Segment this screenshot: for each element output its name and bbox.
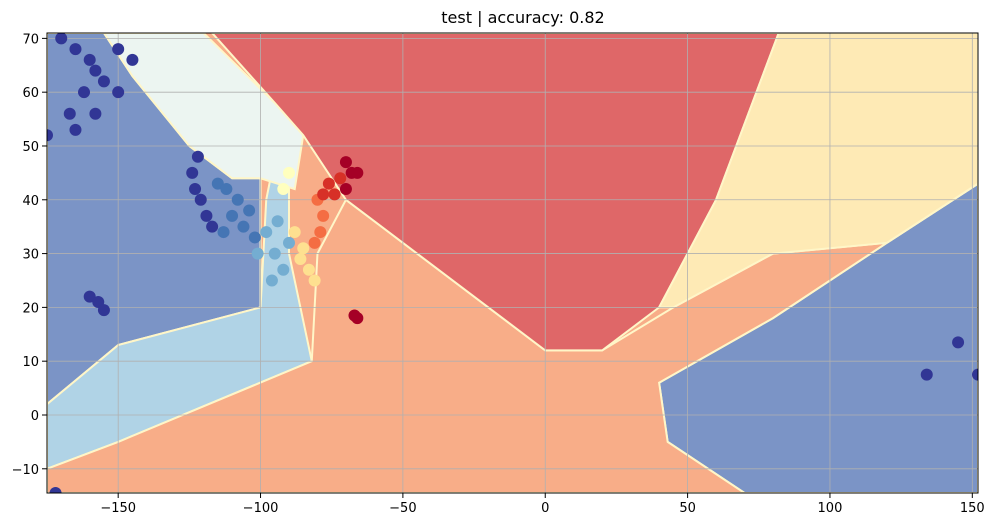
- point-c1-3: [226, 209, 239, 222]
- point-c10-0: [339, 156, 352, 169]
- x-tick-label-150: 150: [960, 501, 985, 516]
- region-c4-3: [102, 33, 305, 191]
- point-c9-1: [334, 172, 347, 185]
- point-c2-5: [271, 215, 284, 228]
- point-c1-7: [217, 226, 230, 239]
- y-tick-label-10: 10: [22, 355, 39, 370]
- point-c2-2: [277, 263, 290, 276]
- x-tick-label-0: 0: [541, 501, 549, 516]
- point-c9-3: [328, 188, 341, 201]
- point-c0-18: [189, 183, 202, 196]
- point-c0-2: [83, 53, 96, 66]
- point-c8-3: [308, 236, 321, 249]
- x-tick-label--100: −100: [243, 501, 279, 516]
- x-tick-label-50: 50: [679, 501, 696, 516]
- point-c2-0: [260, 226, 273, 239]
- point-c9-0: [322, 177, 335, 190]
- point-c0-4: [97, 75, 110, 88]
- x-axis: −150 −100 −50 0 50 100 150: [100, 493, 985, 516]
- point-c0-13: [83, 290, 96, 303]
- point-c0-24: [972, 368, 978, 381]
- y-axis: −10 0 10 20 30 40 50 60 70: [12, 32, 47, 478]
- point-c0-20: [200, 209, 213, 222]
- point-c10-2: [339, 183, 352, 196]
- point-c1-4: [237, 220, 250, 233]
- decision-regions: [47, 33, 978, 493]
- point-c0-8: [112, 86, 125, 99]
- x-tick-label--50: −50: [389, 501, 416, 516]
- y-tick-label-0: 0: [31, 409, 39, 424]
- point-c1-2: [231, 193, 244, 206]
- point-c2-1: [268, 247, 281, 260]
- point-c0-10: [69, 123, 82, 136]
- point-c0-3: [89, 64, 102, 77]
- y-tick-label-40: 40: [22, 194, 39, 209]
- point-c2-6: [283, 236, 296, 249]
- y-tick-label-30: 30: [22, 248, 39, 263]
- y-tick-label--10: −10: [12, 463, 39, 478]
- point-c0-21: [206, 220, 219, 233]
- point-c0-5: [112, 43, 125, 56]
- point-c1-0: [211, 177, 224, 190]
- point-c6-0: [288, 226, 301, 239]
- point-c1-1: [220, 183, 233, 196]
- point-c0-17: [186, 166, 199, 179]
- point-c0-23: [952, 336, 965, 349]
- point-c6-4: [294, 252, 307, 265]
- point-c1-5: [243, 204, 256, 217]
- point-c2-3: [265, 274, 278, 287]
- point-c0-11: [47, 129, 53, 142]
- point-c0-22: [920, 368, 933, 381]
- point-c10-3: [351, 166, 364, 179]
- point-c0-25: [49, 487, 62, 493]
- point-c0-19: [194, 193, 207, 206]
- point-c5-0: [283, 166, 296, 179]
- y-tick-label-70: 70: [22, 32, 39, 47]
- y-tick-label-20: 20: [22, 301, 39, 316]
- point-c1-6: [248, 231, 261, 244]
- y-tick-label-60: 60: [22, 86, 39, 101]
- point-c5-1: [277, 183, 290, 196]
- point-c10-5: [351, 312, 364, 325]
- point-c9-2: [317, 188, 330, 201]
- point-c0-16: [191, 150, 204, 163]
- point-c2-4: [251, 247, 264, 260]
- point-c0-7: [78, 86, 91, 99]
- point-c6-1: [297, 242, 310, 255]
- point-c6-3: [308, 274, 321, 287]
- point-c0-1: [69, 43, 82, 56]
- point-c0-0: [55, 33, 68, 45]
- point-c8-2: [314, 226, 327, 239]
- x-tick-label-100: 100: [818, 501, 843, 516]
- point-c0-12: [89, 107, 102, 120]
- point-c6-2: [302, 263, 315, 276]
- point-c0-6: [126, 53, 139, 66]
- grid-lines: [47, 33, 978, 493]
- y-tick-label-50: 50: [22, 140, 39, 155]
- scatter-points: [47, 33, 978, 493]
- point-c8-1: [317, 209, 330, 222]
- x-tick-label--150: −150: [100, 501, 136, 516]
- chart-title: test | accuracy: 0.82: [441, 8, 604, 27]
- plot-frame: [46, 32, 979, 494]
- plot-area: [46, 32, 979, 494]
- point-c0-15: [97, 304, 110, 317]
- point-c0-9: [63, 107, 76, 120]
